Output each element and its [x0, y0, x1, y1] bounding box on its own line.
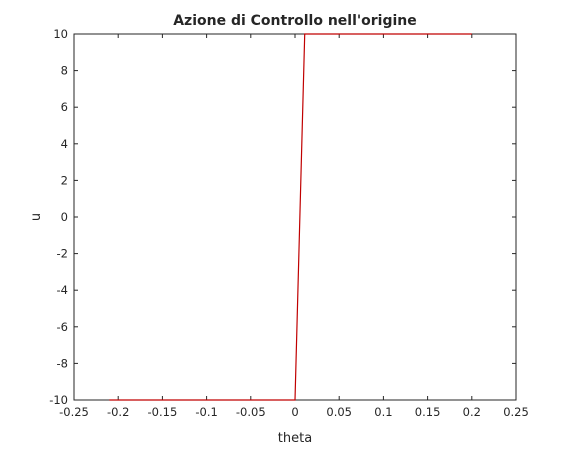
- y-tick-label: -4: [57, 283, 68, 297]
- x-tick-label: -0.2: [107, 405, 129, 419]
- x-tick-label: -0.05: [236, 405, 266, 419]
- y-tick-label: 2: [61, 173, 68, 187]
- series-line: [109, 33, 472, 401]
- y-tick-label: 0: [61, 210, 68, 224]
- x-axis-label: theta: [278, 431, 312, 446]
- x-tick-label: 0.05: [326, 405, 352, 419]
- y-tick-label: -10: [49, 393, 68, 407]
- x-tick-label: -0.1: [195, 405, 217, 419]
- y-tick-label: -2: [57, 247, 68, 261]
- y-tick-label: -8: [57, 356, 68, 370]
- y-tick-label: 6: [61, 100, 68, 114]
- y-tick-label: 10: [53, 27, 68, 41]
- plot-frame: [73, 33, 517, 401]
- plot-area: -0.25 -0.2 -0.15 -0.1 -0.05 0 0.05 0.1 0.15 0.2 0.…: [49, 27, 529, 419]
- chart-title: Azione di Controllo nell'origine: [173, 13, 417, 29]
- y-tick-label: 4: [61, 137, 68, 151]
- x-tick-label: -0.15: [148, 405, 178, 419]
- x-tick-label: 0.2: [463, 405, 481, 419]
- x-tick-label: 0.15: [415, 405, 441, 419]
- y-tick-label: 8: [61, 64, 68, 78]
- y-tick-label: -6: [57, 320, 68, 334]
- y-axis-label: u: [29, 213, 44, 221]
- x-tick-label: 0.25: [503, 405, 529, 419]
- x-tick-label: 0.1: [374, 405, 392, 419]
- x-tick-label: -0.25: [59, 405, 89, 419]
- x-tick-label: 0: [291, 405, 298, 419]
